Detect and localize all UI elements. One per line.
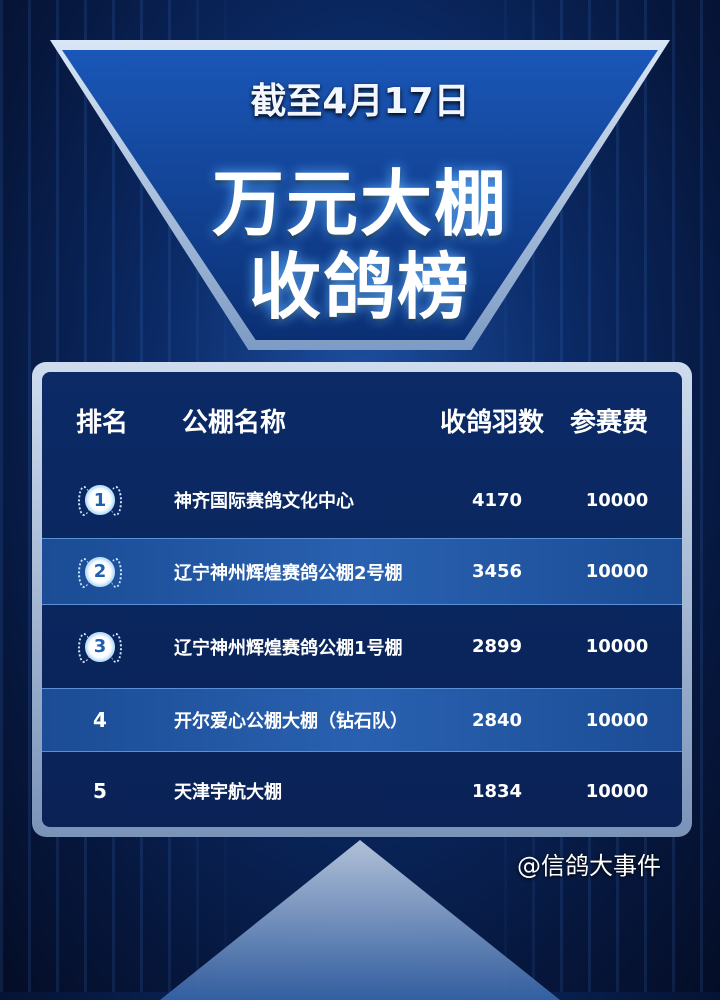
loft-name: 神齐国际赛鸽文化中心 bbox=[174, 491, 354, 512]
rank-value: 5 bbox=[93, 779, 107, 803]
entry-fee: 10000 bbox=[585, 561, 649, 582]
pigeon-count: 1834 bbox=[471, 780, 523, 802]
page-title: 万元大棚 bbox=[211, 162, 508, 246]
table-row: 2 辽宁神州辉煌赛鸽公棚2号棚 3456 10000 bbox=[42, 538, 682, 605]
rank-value: 1 bbox=[85, 485, 115, 515]
rank-medal-icon: 2 bbox=[78, 554, 122, 590]
table-row: 5 天津宇航大棚 1834 10000 bbox=[42, 752, 682, 827]
column-header-name: 公棚名称 bbox=[182, 408, 287, 438]
pigeon-count: 3456 bbox=[471, 561, 523, 582]
rank-value: 2 bbox=[85, 556, 115, 587]
table-row: 1 神齐国际赛鸽文化中心 4170 10000 bbox=[42, 462, 682, 538]
loft-name: 开尔爱心公棚大棚（钻石队） bbox=[174, 711, 408, 732]
rank-value: 4 bbox=[93, 708, 107, 732]
entry-fee: 10000 bbox=[585, 489, 649, 511]
entry-fee: 10000 bbox=[585, 636, 649, 657]
column-header-count: 收鸽羽数 bbox=[440, 408, 545, 438]
pigeon-count: 4170 bbox=[471, 489, 523, 511]
date-label: 截至4月17日 bbox=[250, 81, 470, 122]
table-row: 3 辽宁神州辉煌赛鸽公棚1号棚 2899 10000 bbox=[42, 605, 682, 688]
rank-value: 3 bbox=[85, 631, 115, 662]
table-row: 4 开尔爱心公棚大棚（钻石队） 2840 10000 bbox=[42, 688, 682, 752]
loft-name: 辽宁神州辉煌赛鸽公棚2号棚 bbox=[174, 562, 403, 584]
ranking-panel: 排名 公棚名称 收鸽羽数 参赛费 1 神齐国际赛鸽文化中心 4170 10000 2 辽宁… bbox=[32, 362, 692, 837]
loft-name: 天津宇航大棚 bbox=[174, 782, 282, 803]
entry-fee: 10000 bbox=[585, 780, 649, 802]
pigeon-count: 2899 bbox=[471, 636, 523, 657]
pigeon-count: 2840 bbox=[471, 709, 523, 731]
column-header-rank: 排名 bbox=[76, 408, 129, 438]
column-header-fee: 参赛费 bbox=[570, 408, 649, 438]
loft-name: 辽宁神州辉煌赛鸽公棚1号棚 bbox=[174, 637, 403, 659]
watermark: @信鸽大事件 bbox=[517, 852, 661, 880]
entry-fee: 10000 bbox=[585, 709, 649, 731]
rank-medal-icon: 1 bbox=[78, 482, 122, 518]
page-subtitle: 收鸽榜 bbox=[248, 245, 471, 329]
ranking-table: 排名 公棚名称 收鸽羽数 参赛费 1 神齐国际赛鸽文化中心 4170 10000 2 辽宁… bbox=[42, 372, 682, 827]
rank-medal-icon: 3 bbox=[78, 629, 122, 665]
